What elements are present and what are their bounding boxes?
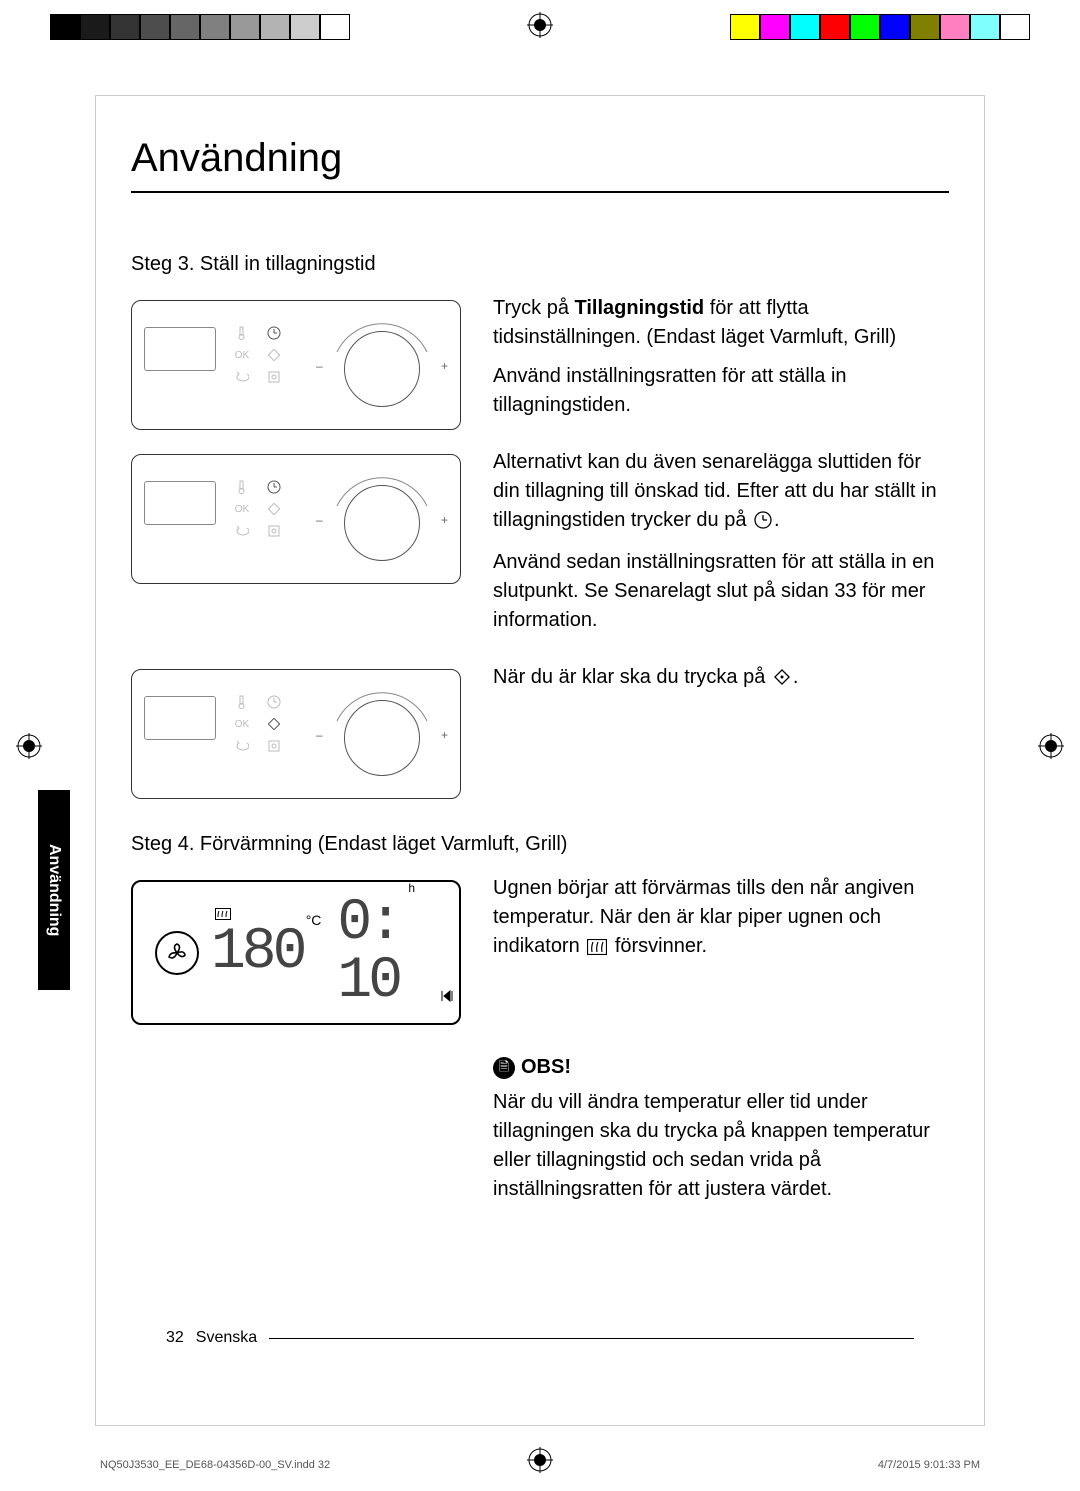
control-panel-diagram-2: OK – +	[131, 454, 461, 584]
page-title: Användning	[131, 136, 949, 181]
diamond-icon	[262, 501, 286, 517]
imprint-line: NQ50J3530_EE_DE68-04356D-00_SV.indd 32 4…	[100, 1459, 980, 1471]
ok-label: OK	[230, 716, 254, 732]
page-frame: Användning Steg 3. Ställ in tillagningst…	[95, 95, 985, 1426]
page-number: 32	[166, 1329, 184, 1347]
section-side-tab: Användning	[38, 790, 70, 990]
step4-heading: Steg 4. Förvärmning (Endast läget Varmlu…	[131, 833, 949, 856]
start-diamond-icon	[773, 666, 791, 695]
minus-label: –	[316, 359, 323, 373]
clock-icon	[754, 509, 772, 538]
thermometer-icon	[230, 479, 254, 495]
step3-desc-1: Tryck på Tillagningstid för att flytta t…	[493, 294, 949, 430]
oven-icon	[262, 523, 286, 539]
imprint-file: NQ50J3530_EE_DE68-04356D-00_SV.indd 32	[100, 1459, 330, 1471]
heat-waves-icon	[215, 908, 231, 923]
diamond-icon	[262, 347, 286, 363]
diamond-icon	[262, 716, 286, 732]
color-calibration-bars	[0, 14, 1080, 40]
display-time: 0: 10	[337, 891, 399, 1014]
thermometer-icon	[230, 694, 254, 710]
oven-display-diagram: 180 °C h 0: 10	[131, 880, 461, 1025]
clock-icon	[262, 479, 286, 495]
display-unit: °C	[306, 912, 322, 928]
step4-desc: Ugnen börjar att förvärmas tills den når…	[493, 874, 949, 1025]
minus-label: –	[316, 728, 323, 742]
page-footer: 32 Svenska	[166, 1329, 914, 1347]
display-h-label: h	[408, 881, 415, 895]
plus-label: +	[441, 359, 448, 373]
display-temperature: 180	[211, 920, 303, 985]
back-icon	[230, 738, 254, 754]
step3-heading: Steg 3. Ställ in tillagningstid	[131, 253, 949, 276]
note-icon: 🗎	[493, 1057, 515, 1079]
registration-mark-left	[16, 733, 42, 759]
step3-desc-3: När du är klar ska du trycka på .	[493, 663, 949, 799]
convection-fan-icon	[155, 931, 199, 975]
footer-language: Svenska	[196, 1329, 257, 1347]
plus-label: +	[441, 728, 448, 742]
back-icon	[230, 523, 254, 539]
oven-icon	[262, 369, 286, 385]
minus-label: –	[316, 513, 323, 527]
back-icon	[230, 369, 254, 385]
title-rule	[131, 191, 949, 193]
obs-text: När du vill ändra temperatur eller tid u…	[493, 1088, 949, 1204]
imprint-date: 4/7/2015 9:01:33 PM	[878, 1459, 980, 1471]
clock-icon	[262, 325, 286, 341]
clock-icon	[262, 694, 286, 710]
thermometer-icon	[230, 325, 254, 341]
obs-heading: OBS!	[521, 1053, 571, 1082]
obs-note: 🗎 OBS! När du vill ändra temperatur elle…	[493, 1053, 949, 1214]
control-panel-diagram-1: OK – +	[131, 300, 461, 430]
plus-label: +	[441, 513, 448, 527]
oven-icon	[262, 738, 286, 754]
registration-mark-right	[1038, 733, 1064, 759]
heat-waves-icon	[587, 935, 607, 964]
step3-desc-2: Alternativt kan du även senarelägga slut…	[493, 448, 949, 645]
ok-label: OK	[230, 501, 254, 517]
control-panel-diagram-3: OK – +	[131, 669, 461, 799]
play-end-icon	[441, 990, 459, 1005]
ok-label: OK	[230, 347, 254, 363]
